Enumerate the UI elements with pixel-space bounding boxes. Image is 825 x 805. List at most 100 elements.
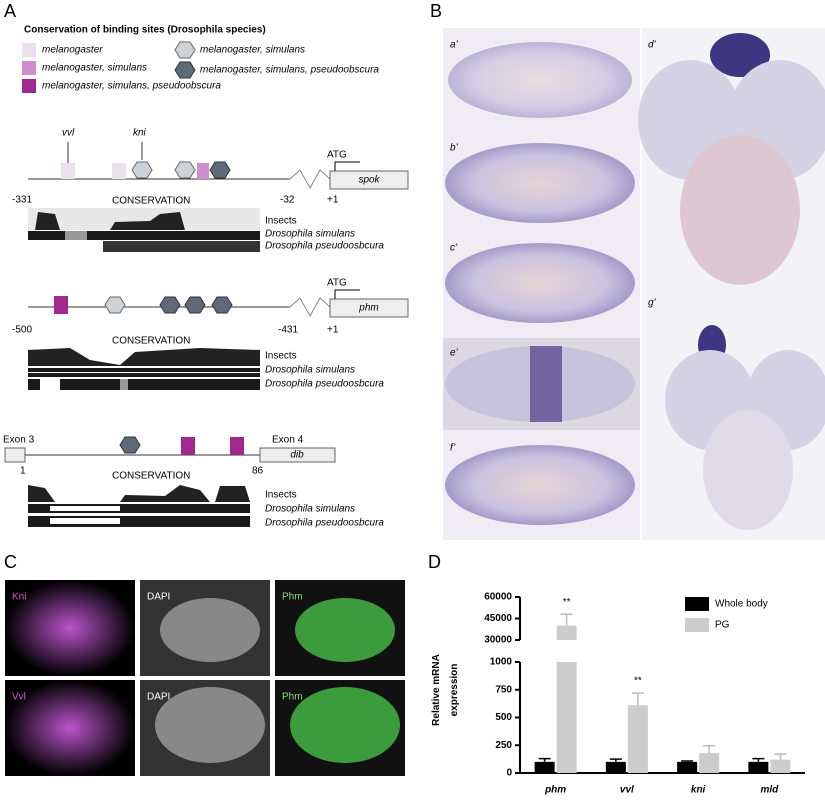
panel-a: A Conservation of binding sites (Drosoph…: [3, 1, 409, 529]
track-label: Insects: [265, 216, 297, 227]
site: [119, 436, 141, 454]
site: [54, 296, 68, 314]
legend-text: melanogaster, simulans: [200, 45, 305, 56]
conservation-tracks: [28, 485, 250, 527]
channel-label: DAPI: [147, 692, 170, 703]
embryo: [445, 143, 635, 223]
gene-name: spok: [358, 175, 380, 186]
channel-label: Phm: [282, 692, 303, 703]
channel-label: Kni: [12, 592, 26, 603]
y-tick-label: 750: [495, 684, 512, 695]
y-axis-label: Relative mRNA expression: [431, 654, 460, 726]
y-tick-label: 60000: [484, 592, 512, 603]
tss-arrow: [334, 161, 360, 171]
panel-label: B: [430, 1, 442, 21]
legend-swatch: [685, 618, 709, 632]
intron: [289, 169, 331, 190]
gene-box: [329, 170, 409, 190]
exon-box: [4, 447, 26, 463]
y-tick-label: 45000: [484, 613, 512, 624]
tissue: [160, 598, 260, 662]
error-bar: [631, 692, 644, 706]
gene-name: phm: [358, 303, 378, 314]
embryo: [445, 243, 635, 323]
position: -331: [12, 195, 32, 206]
tss-arrow: [334, 289, 360, 299]
atg: ATG: [327, 150, 347, 161]
swatch: [22, 79, 36, 93]
track-label: Drosophila pseudoosbcura: [265, 241, 384, 252]
y-tick-label: 1000: [490, 657, 513, 668]
significance: **: [634, 676, 642, 687]
bar: [770, 759, 791, 773]
image: [5, 580, 135, 676]
bar: [677, 761, 698, 773]
position: +1: [327, 195, 339, 206]
hexagon: [174, 41, 196, 59]
intron: [289, 297, 331, 318]
embryo: [448, 42, 632, 118]
site: [230, 437, 244, 455]
conservation: CONSERVATION: [112, 196, 190, 207]
error-bar: [774, 753, 787, 760]
legend-title: Conservation of binding sites (Drosophil…: [24, 25, 266, 36]
position: -500: [12, 325, 32, 336]
track-label: Drosophila simulans: [265, 229, 355, 240]
vnc: [703, 410, 793, 530]
track-label: Insects: [265, 351, 297, 362]
site: [159, 296, 181, 314]
embryo: [445, 445, 635, 525]
image-label: e’: [450, 348, 459, 359]
error-bar: [703, 745, 716, 754]
site-label: kni: [133, 128, 147, 139]
site: [211, 296, 233, 314]
position: -32: [280, 195, 295, 206]
x-tick-label: kni: [691, 785, 706, 796]
image-label: g’: [648, 298, 657, 309]
swatch: [22, 43, 36, 57]
legend-text: melanogaster, simulans: [42, 63, 147, 74]
site: [131, 161, 153, 179]
site: [112, 163, 126, 179]
position: +1: [327, 325, 339, 336]
panel-d: D 0 250 500 750 1000 30000 45000 60000 Relative …: [428, 552, 805, 796]
vnc: [680, 135, 800, 285]
error-bar: [609, 758, 622, 762]
y-tick-label: 250: [495, 740, 512, 751]
site-label: vvl: [62, 128, 75, 139]
site: [184, 296, 206, 314]
legend-label: Whole body: [715, 599, 768, 610]
hexagon: [174, 61, 196, 79]
channel-label: DAPI: [147, 592, 170, 603]
panel-label: A: [4, 1, 16, 21]
panel-c: C Kni DAPI Phm Vvl DAPI Phm: [4, 552, 405, 776]
bar: [748, 761, 769, 773]
panel-b: B a’ b’ c’ d’ e’ f’ g’: [430, 1, 825, 540]
track-label: Insects: [265, 490, 297, 501]
bar: [556, 625, 577, 773]
exon-label: Exon 4: [272, 435, 304, 446]
image-label: b’: [450, 143, 459, 154]
x-tick-label: vvl: [620, 785, 634, 796]
significance: **: [563, 597, 571, 608]
image-label: d’: [648, 40, 657, 51]
image-label: f’: [450, 443, 456, 454]
legend-label: PG: [715, 620, 730, 631]
exon-box: [259, 447, 336, 463]
legend-text: melanogaster: [42, 45, 103, 56]
channel-label: Vvl: [12, 692, 26, 703]
image-label: a’: [450, 40, 459, 51]
conservation-tracks: [28, 348, 260, 390]
y-tick-label: 500: [495, 712, 512, 723]
position: 86: [252, 466, 264, 477]
tissue: [295, 598, 395, 662]
site: [197, 163, 209, 179]
position: 1: [20, 466, 26, 477]
error-bar: [538, 757, 551, 762]
track-label: Drosophila simulans: [265, 504, 355, 515]
conservation: CONSERVATION: [112, 471, 190, 482]
legend-swatch: [685, 597, 709, 611]
conservation-tracks: [28, 208, 260, 252]
y-tick-label: 30000: [484, 635, 512, 646]
